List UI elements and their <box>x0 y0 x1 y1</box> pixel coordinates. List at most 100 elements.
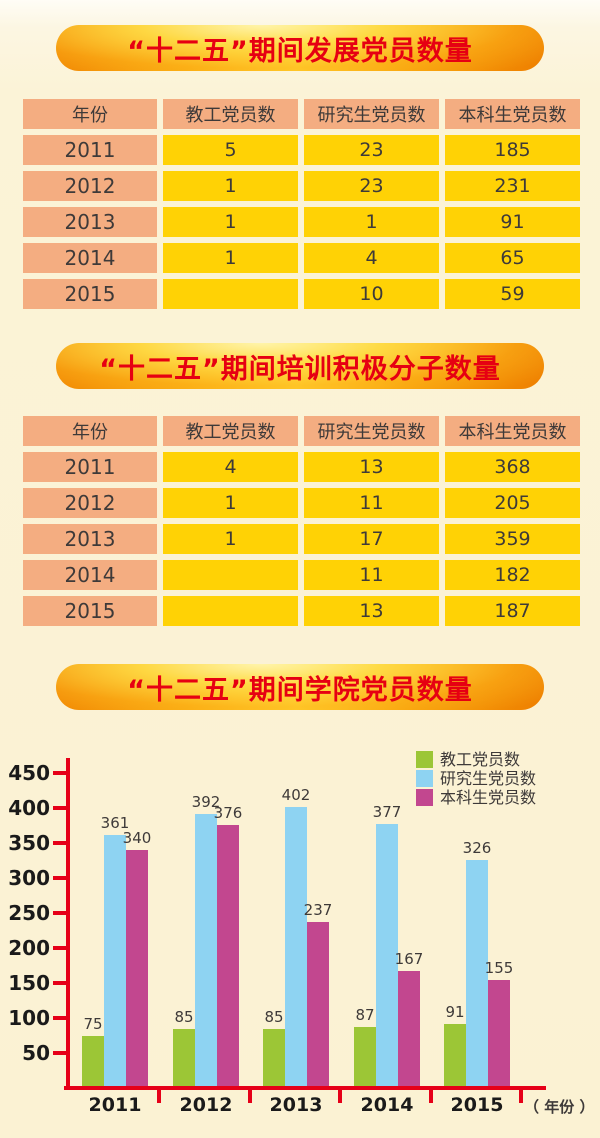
y-tick <box>53 876 66 880</box>
table-developed-members: 年份 教工党员数 研究生党员数 本科生党员数 2011 5 23 185 2012 1 23 231 2… <box>23 99 580 309</box>
section-title-banner-1: “十二五”期间发展党员数量 <box>56 25 544 71</box>
table-value-cell: 1 <box>163 207 298 237</box>
table-year-cell: 2014 <box>23 560 157 590</box>
table-value-cell: 23 <box>304 171 439 201</box>
axis-unit-label: （ 年份 ） <box>524 1098 595 1116</box>
y-tick <box>53 1016 66 1020</box>
y-tick-label: 100 <box>8 1006 50 1030</box>
table-value-cell: 1 <box>304 207 439 237</box>
legend-label: 教工党员数 <box>440 750 521 769</box>
table-year-cell: 2013 <box>23 524 157 554</box>
y-tick <box>53 946 66 950</box>
bar-value-label: 91 <box>445 1003 465 1022</box>
bar <box>488 979 510 1088</box>
table-value-cell: 13 <box>304 452 439 482</box>
bar-value-label: 85 <box>264 1007 284 1026</box>
bar-value-label: 75 <box>83 1014 103 1033</box>
bar-value-label: 85 <box>174 1007 194 1026</box>
table-value-cell: 1 <box>163 524 298 554</box>
y-tick-label: 150 <box>8 971 50 995</box>
section-title-1: “十二五”期间发展党员数量 <box>127 35 473 67</box>
x-axis-line <box>64 1086 546 1090</box>
bar-value-label: 87 <box>355 1006 375 1025</box>
bar-value-label: 376 <box>213 803 243 822</box>
y-tick-label: 200 <box>8 936 50 960</box>
bar <box>217 824 239 1088</box>
table-value-cell: 59 <box>445 279 580 309</box>
x-category-label: 2014 <box>360 1094 414 1116</box>
bar-value-label: 167 <box>394 950 424 969</box>
table-value-cell <box>163 279 298 309</box>
x-category-label: 2012 <box>179 1094 233 1116</box>
bar-value-label: 237 <box>303 901 333 920</box>
table-header-year: 年份 <box>23 416 157 446</box>
y-tick-label: 400 <box>8 796 50 820</box>
bar-value-label: 155 <box>484 958 514 977</box>
x-tick <box>248 1090 252 1103</box>
legend-label: 本科生党员数 <box>440 788 537 807</box>
x-tick <box>429 1090 433 1103</box>
bar <box>173 1028 195 1088</box>
bar <box>195 813 217 1088</box>
y-axis-line <box>66 758 70 1090</box>
section-title-3: “十二五”期间学院党员数量 <box>127 674 473 706</box>
section-title-banner-2: “十二五”期间培训积极分子数量 <box>56 343 544 389</box>
section-title-banner-3: “十二五”期间学院党员数量 <box>56 664 544 710</box>
table-value-cell: 231 <box>445 171 580 201</box>
table-value-cell: 11 <box>304 560 439 590</box>
table-value-cell: 1 <box>163 171 298 201</box>
y-tick-label: 250 <box>8 901 50 925</box>
bar-value-label: 326 <box>462 838 492 857</box>
table-value-cell: 17 <box>304 524 439 554</box>
legend-swatch <box>416 789 433 806</box>
x-tick <box>338 1090 342 1103</box>
table-value-cell: 359 <box>445 524 580 554</box>
bar-value-label: 361 <box>100 814 130 833</box>
bar-value-label: 402 <box>281 785 311 804</box>
bar <box>285 806 307 1088</box>
table-value-cell: 10 <box>304 279 439 309</box>
table-value-cell: 13 <box>304 596 439 626</box>
y-tick-label: 300 <box>8 866 50 890</box>
x-tick <box>157 1090 161 1103</box>
table-header-cell: 研究生党员数 <box>304 99 439 129</box>
y-tick <box>53 771 66 775</box>
table-year-cell: 2012 <box>23 171 157 201</box>
table-value-cell: 187 <box>445 596 580 626</box>
y-tick <box>53 841 66 845</box>
y-tick-label: 450 <box>8 761 50 785</box>
table-value-cell: 1 <box>163 243 298 273</box>
table-year-cell: 2011 <box>23 452 157 482</box>
table-value-cell: 4 <box>304 243 439 273</box>
table-year-cell: 2015 <box>23 279 157 309</box>
table-header-cell: 教工党员数 <box>163 416 298 446</box>
y-tick <box>53 1051 66 1055</box>
table-header-cell: 本科生党员数 <box>445 99 580 129</box>
bar <box>82 1035 104 1088</box>
legend-swatch <box>416 751 433 768</box>
table-year-cell: 2014 <box>23 243 157 273</box>
table-value-cell: 65 <box>445 243 580 273</box>
table-value-cell: 182 <box>445 560 580 590</box>
table-year-cell: 2015 <box>23 596 157 626</box>
table-header-cell: 研究生党员数 <box>304 416 439 446</box>
table-header-year: 年份 <box>23 99 157 129</box>
x-category-label: 2015 <box>450 1094 504 1116</box>
bar <box>444 1024 466 1088</box>
bar <box>104 835 126 1088</box>
bar <box>307 922 329 1088</box>
section-title-2: “十二五”期间培训积极分子数量 <box>99 353 501 385</box>
bar-value-label: 340 <box>122 829 152 847</box>
table-value-cell: 91 <box>445 207 580 237</box>
table-header-cell: 教工党员数 <box>163 99 298 129</box>
legend-label: 研究生党员数 <box>440 769 537 788</box>
bar <box>263 1028 285 1088</box>
table-year-cell: 2013 <box>23 207 157 237</box>
y-tick <box>53 981 66 985</box>
bar <box>126 850 148 1088</box>
table-value-cell: 11 <box>304 488 439 518</box>
table-value-cell: 1 <box>163 488 298 518</box>
table-value-cell: 205 <box>445 488 580 518</box>
table-value-cell: 185 <box>445 135 580 165</box>
table-value-cell <box>163 596 298 626</box>
